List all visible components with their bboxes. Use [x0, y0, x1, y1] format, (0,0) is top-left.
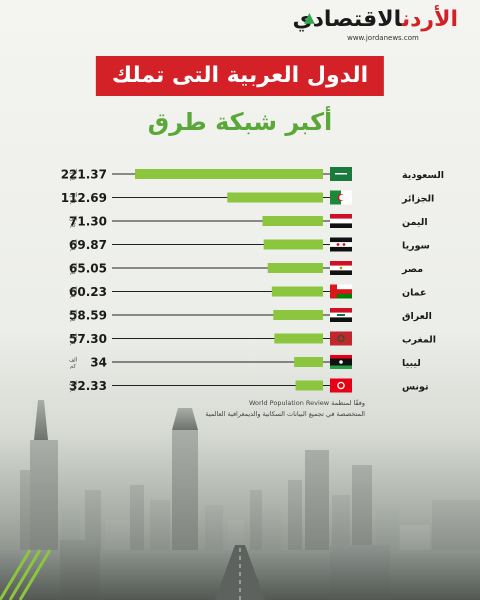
yemen-flag-icon [330, 214, 352, 228]
category-label: العراق [402, 311, 432, 322]
unit-label-thousand: ألف [69, 239, 78, 246]
bar [271, 286, 323, 297]
syria-flag-icon [330, 237, 352, 252]
bar [267, 263, 323, 273]
unit-label-thousand: ألف [69, 263, 78, 270]
category-label: تونس [402, 382, 429, 393]
unit-label-km: كم [70, 199, 76, 205]
unit-label-thousand: ألف [69, 169, 78, 176]
bar [294, 357, 323, 367]
value-label: 34 [90, 356, 107, 370]
unit-label-km: كم [70, 364, 76, 370]
source-note: وفقًا لمنظمة World Population Review الم… [0, 398, 365, 420]
logo-title: الأردنالاقتصادي [292, 7, 458, 32]
bar [262, 216, 323, 226]
algeria-flag-icon [330, 190, 352, 205]
category-label: سوريا [402, 241, 430, 252]
unit-label-km: كم [70, 270, 76, 276]
unit-label-thousand: ألف [69, 380, 78, 387]
category-label: عمان [402, 288, 427, 299]
libya-flag-icon [330, 355, 352, 369]
up-arrow-icon: ▲ [304, 10, 315, 26]
logo-title-main: الاقتصادي [292, 7, 402, 32]
bar [274, 333, 323, 344]
logo-url: www.jordanews.com [347, 34, 419, 42]
bar [295, 380, 323, 391]
category-label: الجزائر [401, 194, 434, 205]
oman-flag-icon [330, 284, 352, 299]
bar [273, 310, 323, 320]
value-label: 69.87 [69, 238, 107, 252]
category-label: السعودية [402, 170, 444, 181]
bar [135, 169, 323, 179]
egypt-flag-icon [330, 261, 352, 275]
page-title: الدول العربية التى تملك [95, 56, 385, 96]
unit-label-thousand: ألف [69, 310, 78, 317]
source-line-2: المتخصصة في تجميع البيانات السكانية والد… [205, 410, 365, 418]
unit-label-km: كم [70, 340, 76, 346]
logo-title-accent: الأردن [401, 7, 458, 32]
unit-label-thousand: ألف [69, 286, 78, 293]
morocco-flag-icon [330, 331, 352, 346]
saudi-flag-icon [330, 167, 352, 181]
unit-label-thousand: ألف [69, 192, 78, 199]
value-label: 58.59 [69, 309, 107, 323]
value-label: 221.37 [61, 168, 107, 182]
category-label: المغرب [402, 335, 436, 346]
category-label: ليبيا [402, 358, 421, 369]
category-label: اليمن [402, 217, 428, 228]
road-network-bar-chart: السعودية221.37ألفكمالجزائر112.69ألفكمالي… [61, 167, 444, 393]
value-label: 60.23 [69, 285, 107, 299]
unit-label-km: كم [70, 176, 76, 182]
value-label: 32.33 [69, 379, 107, 393]
unit-label-thousand: ألف [69, 333, 78, 340]
tunisia-flag-icon [330, 378, 352, 393]
value-label: 57.30 [69, 332, 107, 346]
value-label: 112.69 [61, 191, 107, 205]
bar [227, 192, 323, 203]
corner-stripes-decoration [0, 549, 52, 600]
city-skyline-image [0, 400, 480, 600]
value-label: 71.30 [69, 215, 107, 229]
unit-label-km: كم [70, 223, 76, 229]
unit-label-km: كم [70, 317, 76, 323]
category-label: مصر [401, 264, 423, 275]
page-subtitle: أكبر شبكة طرق [147, 108, 333, 136]
value-label: 65.05 [69, 262, 107, 276]
unit-label-thousand: ألف [69, 357, 78, 364]
unit-label-thousand: ألف [69, 216, 78, 223]
iraq-flag-icon [330, 308, 352, 322]
site-logo: ▲ الأردنالاقتصادي www.jordanews.com [292, 7, 458, 43]
bar [263, 239, 323, 250]
unit-label-km: كم [70, 293, 76, 299]
unit-label-km: كم [70, 246, 76, 252]
unit-label-km: كم [70, 387, 76, 393]
source-line-1: وفقًا لمنظمة World Population Review [248, 399, 365, 407]
